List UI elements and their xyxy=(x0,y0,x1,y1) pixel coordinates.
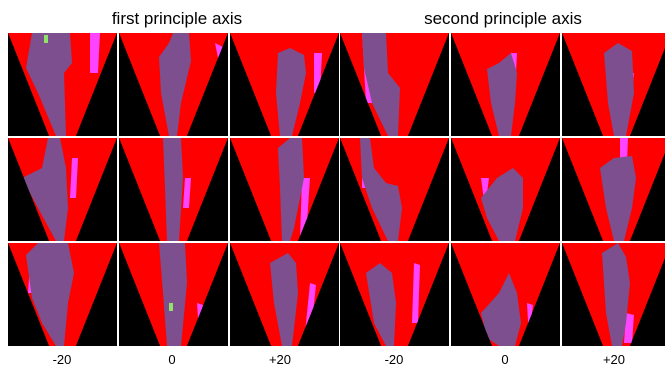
highlight-region xyxy=(215,43,223,63)
wedge-image xyxy=(230,33,339,136)
xlabel-second-plus20: +20 xyxy=(602,352,626,367)
panel-first xyxy=(8,33,339,346)
image-cell-second-r1-c3 xyxy=(562,33,665,136)
wedge-image xyxy=(8,243,117,346)
panel-title-first: first principle axis xyxy=(111,9,243,28)
image-cell-second-r2-c3 xyxy=(562,138,665,241)
image-cell-second-r1-c1 xyxy=(340,33,449,136)
segmented-region xyxy=(604,43,634,136)
image-cell-first-r3-c2 xyxy=(119,243,228,346)
segmented-region xyxy=(481,273,521,346)
segmented-region xyxy=(159,33,191,136)
segmented-region xyxy=(366,263,396,346)
segmented-region xyxy=(481,168,523,241)
segmented-region xyxy=(159,243,187,346)
image-cell-second-r2-c2 xyxy=(451,138,560,241)
wedge-image xyxy=(451,138,560,241)
wedge-image xyxy=(340,243,449,346)
highlight-region xyxy=(624,313,634,343)
image-cell-first-r3-c3 xyxy=(230,243,339,346)
segmented-region xyxy=(163,138,183,241)
wedge-image xyxy=(340,33,449,136)
wedge-image xyxy=(451,33,560,136)
highlight-region xyxy=(183,178,191,208)
panel-second xyxy=(340,33,665,346)
xlabel-first-plus20: +20 xyxy=(268,352,292,367)
image-cell-second-r2-c1 xyxy=(340,138,449,241)
wedge-image xyxy=(230,243,339,346)
wedge-image xyxy=(8,138,117,241)
highlight-region xyxy=(412,263,420,323)
highlight-region xyxy=(70,158,78,198)
wedge-image xyxy=(562,33,665,136)
image-cell-first-r1-c1 xyxy=(8,33,117,136)
segmented-region xyxy=(360,138,402,241)
segmented-region xyxy=(600,156,636,241)
image-cell-first-r2-c2 xyxy=(119,138,228,241)
wedge-image xyxy=(451,243,560,346)
xlabel-first-zero: 0 xyxy=(168,352,176,367)
wedge-image xyxy=(562,138,665,241)
wedge-image xyxy=(119,33,228,136)
wedge-image xyxy=(230,138,339,241)
segmented-region xyxy=(22,138,68,241)
image-cell-first-r2-c1 xyxy=(8,138,117,241)
image-cell-first-r1-c3 xyxy=(230,33,339,136)
image-cell-first-r1-c2 xyxy=(119,33,228,136)
wedge-image xyxy=(340,138,449,241)
image-cell-first-r2-c3 xyxy=(230,138,339,241)
wedge-image xyxy=(119,243,228,346)
xlabel-second-zero: 0 xyxy=(501,352,509,367)
segmented-region xyxy=(487,53,517,136)
image-cell-first-r3-c1 xyxy=(8,243,117,346)
panel-title-second: second principle axis xyxy=(424,9,582,28)
highlight-region xyxy=(300,178,310,238)
green-marker xyxy=(44,35,48,43)
image-cell-second-r1-c2 xyxy=(451,33,560,136)
segmented-region xyxy=(602,243,630,346)
segmented-region xyxy=(26,33,72,136)
image-cell-second-r3-c2 xyxy=(451,243,560,346)
wedge-image xyxy=(562,243,665,346)
image-cell-second-r3-c1 xyxy=(340,243,449,346)
wedge-image xyxy=(8,33,117,136)
green-marker xyxy=(169,303,173,311)
xlabel-first-minus20: -20 xyxy=(52,352,72,367)
segmented-region xyxy=(278,138,304,241)
wedge-image xyxy=(119,138,228,241)
segmented-region xyxy=(362,33,400,136)
segmented-region xyxy=(276,48,306,136)
image-cell-second-r3-c3 xyxy=(562,243,665,346)
segmented-region xyxy=(270,253,298,346)
highlight-region xyxy=(90,33,100,73)
xlabel-second-minus20: -20 xyxy=(384,352,404,367)
segmented-region xyxy=(26,243,74,346)
